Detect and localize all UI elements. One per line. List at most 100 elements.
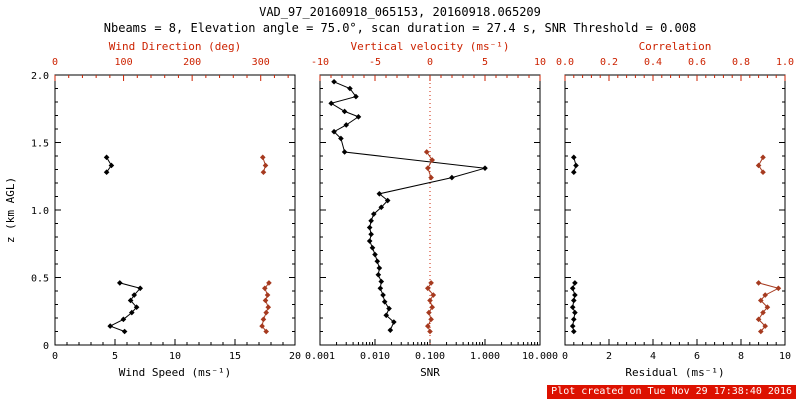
x-bottom-axis-title: Residual (ms⁻¹) [625, 366, 724, 379]
correlation-point [758, 297, 764, 304]
correlation-point [755, 316, 762, 323]
vertical-velocity-point [426, 309, 432, 316]
vertical-velocity-point [425, 323, 431, 329]
x-bottom-tick-label: 0.010 [360, 351, 390, 362]
snr-point [377, 285, 384, 292]
wind-direction-point [263, 309, 269, 316]
residual-point [571, 154, 577, 161]
wind-speed-point [103, 169, 110, 175]
wind-speed-point [107, 323, 113, 329]
snr-point [328, 100, 335, 107]
correlation-point [755, 280, 762, 286]
vertical-velocity-point [429, 157, 435, 163]
snr-point [355, 114, 362, 120]
residual-point [573, 162, 579, 169]
x-top-tick-label: 0 [52, 57, 58, 68]
y-tick-label: 0 [43, 341, 49, 352]
x-bottom-tick-label: 2 [606, 351, 612, 362]
y-tick-label: 1.0 [31, 206, 49, 217]
wind-direction-point [260, 169, 267, 175]
wind-direction-point [259, 154, 266, 161]
vertical-velocity-line [426, 151, 433, 178]
wind-direction-point [262, 162, 269, 169]
x-bottom-tick-label: 10 [779, 351, 791, 362]
vertical-velocity-point [425, 285, 431, 292]
wind-speed-point [131, 292, 137, 298]
snr-point [331, 78, 337, 85]
x-top-tick-label: 200 [183, 57, 201, 68]
correlation-point [758, 328, 764, 335]
plot-subtitle: Nbeams = 8, Elevation angle = 75.0°, sca… [103, 21, 697, 35]
wind-speed-point [117, 280, 123, 286]
residual-point [572, 309, 578, 316]
snr-point [368, 231, 374, 238]
snr-point [331, 128, 337, 135]
snr-point [375, 272, 382, 278]
vertical-velocity-point [427, 328, 433, 335]
wind-direction-point [265, 304, 272, 310]
snr-point [341, 108, 348, 115]
residual-point [572, 292, 578, 298]
snr-point [353, 93, 359, 100]
x-bottom-tick-label: 10.000 [522, 351, 558, 362]
correlation-point [760, 169, 766, 175]
x-top-axis-title: Correlation [639, 40, 712, 53]
residual-point [571, 328, 577, 335]
x-bottom-tick-label: 0 [52, 351, 58, 362]
residual-point [571, 297, 577, 304]
vertical-velocity-point [428, 174, 434, 181]
residual-point [569, 285, 576, 292]
x-top-tick-label: 0.4 [644, 57, 662, 68]
wind-speed-point [121, 328, 128, 335]
snr-point [376, 265, 383, 271]
residual-point [569, 304, 576, 310]
plot-title: VAD_97_20160918_065153, 20160918.065209 [259, 5, 541, 19]
snr-line [329, 81, 486, 331]
x-bottom-axis-title: Wind Speed (ms⁻¹) [119, 366, 232, 379]
snr-point [338, 135, 344, 142]
snr-point [386, 305, 392, 312]
correlation-point [762, 292, 768, 298]
x-bottom-tick-label: 20 [289, 351, 301, 362]
x-top-tick-label: 0.8 [732, 57, 750, 68]
snr-point [341, 149, 348, 155]
vertical-velocity-point [428, 280, 434, 286]
wind-direction-point [259, 323, 265, 329]
x-bottom-tick-label: 0.100 [415, 351, 445, 362]
x-top-tick-label: 1.0 [776, 57, 794, 68]
snr-point [391, 319, 397, 325]
y-tick-label: 1.5 [31, 139, 49, 150]
wind-speed-point [137, 285, 143, 292]
panel-snr: 0.001 0.010 0.100 1.000 10.000 SNR -10 -5 0 5 10 Ve… [305, 40, 558, 379]
snr-point [347, 85, 353, 92]
snr-point [368, 218, 374, 224]
vertical-velocity-point [430, 292, 437, 298]
x-top-tick-label: 0.6 [688, 57, 706, 68]
creation-timestamp: Plot created on Tue Nov 29 17:38:40 2016 [547, 385, 796, 399]
snr-point [384, 197, 391, 204]
x-top-tick-label: 0 [427, 57, 433, 68]
y-tick-label: 0.5 [31, 274, 49, 285]
x-top-tick-label: 5 [482, 57, 488, 68]
wind-speed-point [129, 309, 135, 316]
panel-residual: 0 2 4 6 8 10 Residual (ms⁻¹) 0.0 0.2 0.4 0.6 0.8 1.0… [556, 40, 794, 379]
wind-speed-point [120, 316, 127, 323]
wind-direction-point [264, 292, 271, 298]
snr-point [366, 238, 373, 244]
snr-point [381, 299, 388, 305]
wind-direction-point [262, 297, 269, 304]
x-bottom-tick-label: 1.000 [470, 351, 500, 362]
panel-wind: 0 0.5 1.0 1.5 2.0 z (km AGL) 0 5 10 15 20 Wind Spee… [4, 40, 301, 379]
wind-speed-point [133, 304, 140, 310]
vertical-velocity-point [429, 304, 435, 310]
wind-direction-point [260, 316, 267, 323]
snr-point [378, 278, 385, 285]
x-top-axis-title: Vertical velocity (ms⁻¹) [351, 40, 510, 53]
correlation-point [775, 285, 782, 292]
x-bottom-tick-label: 0 [562, 351, 568, 362]
y-axis-title: z (km AGL) [4, 177, 17, 243]
correlation-point [760, 309, 766, 316]
x-bottom-tick-label: 0.001 [305, 351, 335, 362]
x-top-axis-title: Wind Direction (deg) [109, 40, 241, 53]
